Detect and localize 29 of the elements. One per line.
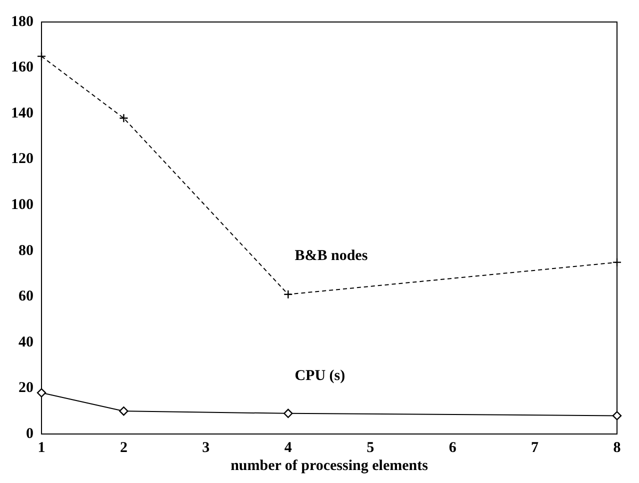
point (36, 52, 46, 61)
x-tick-label: 1 (38, 440, 46, 456)
y-tick-label: 40 (18, 334, 34, 350)
y-tick-label: 60 (18, 288, 34, 305)
x-tick-label: 4 (284, 440, 292, 456)
x-tick-label: 2 (120, 440, 128, 456)
series-label: B&B nodes (294, 248, 368, 264)
x-axis-title: number of processing elements (230, 458, 428, 474)
y-tick-label: 180 (11, 14, 34, 30)
y-tick-label: 0 (26, 426, 34, 442)
x-tick-label: 8 (613, 440, 621, 456)
y-tick-label: 140 (11, 105, 34, 122)
y-tick-label: 20 (18, 380, 34, 396)
series-label: CPU (s) (294, 368, 346, 384)
x-tick-label: 3 (202, 440, 210, 456)
point (36, 388, 46, 398)
point (612, 258, 622, 267)
y-tick-label: 120 (11, 151, 34, 168)
point (119, 406, 128, 416)
y-tick-label: 80 (18, 242, 34, 259)
point (612, 411, 622, 420)
point (119, 114, 128, 123)
y-tick-label: 100 (11, 196, 34, 213)
x-tick-label: 5 (366, 440, 374, 456)
x-tick-label: 6 (448, 440, 457, 456)
point (284, 290, 293, 299)
y-tick-label: 160 (11, 60, 34, 76)
x-tick-label: 7 (531, 440, 540, 456)
point (284, 408, 293, 418)
